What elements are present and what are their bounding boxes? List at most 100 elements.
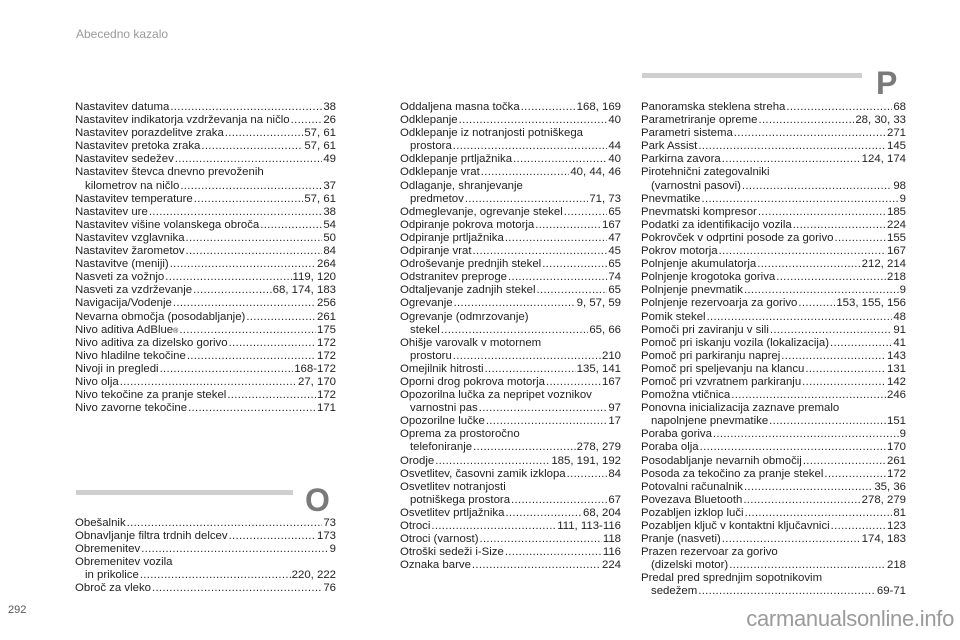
dot-leader [830,337,892,350]
dot-leader [170,101,322,114]
entry-term: Posodabljanje nevarnih območij [641,454,802,467]
dot-leader [758,206,886,219]
index-entry: Pokrov motorja 167 [641,245,906,258]
index-entry: Omejilnik hitrosti 135, 141 [400,363,621,376]
entry-term: Osvetlitev, časovni zamik izklopa [400,467,566,480]
entry-pages: 68, 174, 183 [272,284,336,297]
entry-pages: 71, 73 [589,192,621,205]
entry-pages: 212, 214 [861,258,906,271]
entry-term: Odroševanje prednjih stekel [400,258,542,271]
entry-term: Pomoč pri vzvratnem parkiranju [641,375,802,388]
dot-leader [521,101,576,114]
dot-leader [713,428,899,441]
entry-term: Nivo olja [75,375,119,388]
entry-term: Omejilnik hitrosti [400,362,484,375]
index-entry: Predal pred sprednjim sopotnikovim sedeže… [641,572,906,598]
entry-pages: 172 [316,389,336,402]
index-entry: Parkirna zavora 124, 174 [641,153,906,166]
index-entry: Parametri sistema 271 [641,127,906,140]
entry-pages: 68 [893,101,906,113]
dot-leader [734,127,886,140]
entry-pages: 118 [602,533,621,546]
dot-leader [834,232,886,245]
index-entry: Nivo hladilne tekočine 172 [75,350,336,363]
dot-leader [187,350,316,363]
dot-leader [459,114,608,127]
entry-pages: 65 [608,258,621,271]
index-entry: Oznaka barve 224 [400,559,621,572]
entry-pages: 170 [886,441,906,454]
index-entry: Ogrevanje (odmrzovanje)stekel 65, 66 [400,311,621,337]
entry-pages: 261 [886,454,906,467]
index-entry: Odroševanje prednjih stekel 65 [400,258,621,271]
index-entry: Nevarna območja (posodabljanje) 261 [75,311,336,324]
index-entry: Oddaljena masna točka 168, 169 [400,101,621,114]
entry-pages: 143 [886,349,906,362]
entry-term-continuation: stekel [410,323,440,336]
entry-term: Pomoč pri iskanju vozila (lokalizacija) [641,336,830,349]
index-entry: Nivo tekočine za pranje stekel 172 [75,389,336,402]
entry-pages: 9 [329,543,336,556]
page-number: 292 [8,604,27,616]
dot-leader [481,166,570,179]
dot-leader [453,350,601,363]
entry-pages: 67 [608,493,621,506]
entry-term: Nastavitev višine volanskega obroča [75,218,260,231]
index-entry: Osvetlitev prtljažnika 68, 204 [400,507,621,520]
entry-pages: 54 [323,218,336,231]
index-column-p: Panoramska steklena streha68Parametriran… [641,101,906,599]
entry-term: Nivo zavorne tekočine [75,402,188,415]
entry-pages: 172 [886,467,906,480]
entry-term: Pomoč pri parkiranju naprej [641,349,781,362]
entry-term: Pomožna vtičnica [641,389,731,402]
entry-term: Nastavitve (meniji) [75,258,169,271]
entry-term: Panoramska steklena streha [641,101,786,113]
entry-term: Nivoji in pregledi [75,362,159,375]
entry-term: Odpiranje vrat [400,245,472,258]
index-entry: Polnjenje rezervoarja za gorivo 153, 155,… [641,297,906,310]
entry-pages: 171 [316,402,336,415]
entry-pages: 68, 204 [582,506,621,519]
entry-pages: 135, 141 [576,362,621,375]
dot-leader [435,455,550,468]
entry-pages: 40, 44, 46 [570,166,621,179]
entry-pages: 264 [316,258,336,271]
entry-term: Nastavitev sedežev [75,153,174,166]
entry-term: Prazen rezervoar za gorivo [641,546,778,559]
entry-term: Odpiranje pokrova motorja [400,218,535,231]
entry-pages: 185 [886,205,906,218]
index-entry: Pozabljen izklop luči 81 [641,507,906,520]
entry-term: Obremenitev [75,543,141,556]
index-entry: Obroč za vleko 76 [75,582,336,595]
entry-pages: 76 [323,582,336,595]
entry-pages: 37 [323,179,336,192]
index-entry: Oporni drog pokrova motorja 167 [400,376,621,389]
entry-pages: 98 [893,179,906,192]
entry-pages: 40 [608,114,621,127]
dot-leader [229,530,316,543]
dot-leader [229,337,316,350]
entry-pages: 28, 30, 33 [855,114,906,127]
entry-pages: 224 [601,559,621,572]
index-entry: Prazen rezervoar za gorivo (dizelski moto… [641,546,906,572]
dot-leader [542,258,607,271]
index-entry: Odmeglevanje, ogrevanje stekel 65 [400,206,621,219]
index-entry: Nivo aditiva AdBlue®175 [75,324,336,337]
entry-term: Odklepanje iz notranjosti potniškega [400,127,583,140]
index-entry: Otroški sedeži i-Size 116 [400,546,621,559]
index-entry: Obešalnik 73 [75,517,336,530]
entry-term: Predal pred sprednjim sopotnikovim [641,572,823,585]
index-entry: Nastavitev indikatorja vzdrževanja na ni… [75,114,336,127]
entry-term: Otroci (varnost) [400,533,479,546]
dot-leader [698,140,886,153]
section-o-letter: O [305,482,330,518]
entry-term: Opozorilna lučka za nepripet voznikov [400,389,592,402]
entry-pages: 9, 57, 59 [576,297,621,310]
entry-term: Nivo aditiva za dizelsko gorivo [75,336,228,349]
index-entry: Nivo olja 27, 170 [75,376,336,389]
entry-pages: 278, 279 [861,493,906,506]
entry-pages: 155 [886,231,906,244]
entry-term: Obešalnik [75,517,126,529]
